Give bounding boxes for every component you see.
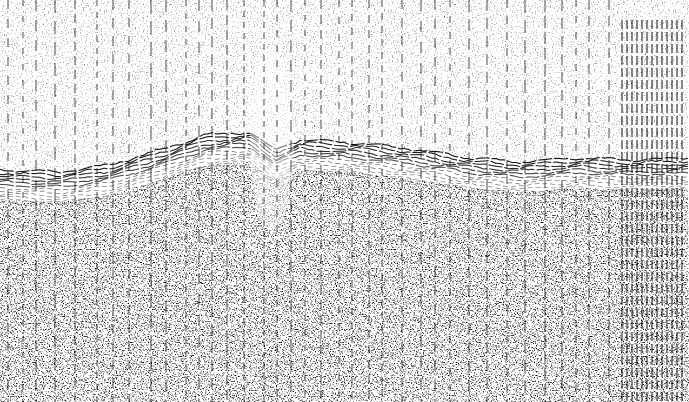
seismic-profile [0, 0, 689, 402]
diffraction-haze [250, 50, 294, 230]
page: (() => { const svg = document.getElement… [0, 0, 689, 402]
